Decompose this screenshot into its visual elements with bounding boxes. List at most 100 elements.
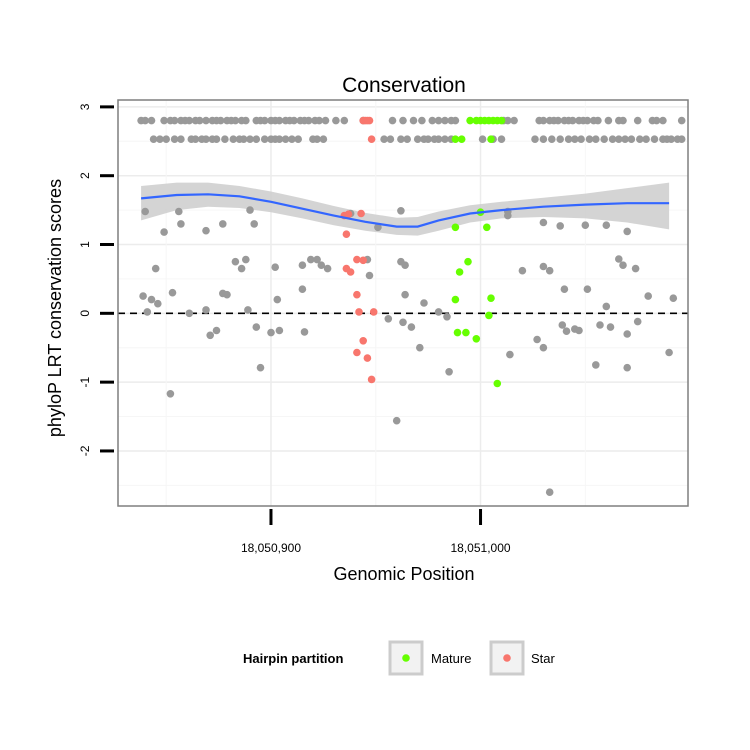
data-point-other	[141, 116, 149, 125]
data-point-mature	[464, 257, 472, 266]
data-point-other	[304, 116, 313, 125]
data-point-other	[321, 116, 330, 125]
data-point-other	[397, 135, 405, 143]
data-point-other	[418, 116, 426, 125]
y-tick-label: -1	[78, 376, 92, 387]
data-point-other	[644, 292, 652, 300]
data-point-other	[223, 290, 231, 299]
data-point-other	[615, 255, 623, 263]
data-point-other	[239, 135, 248, 143]
data-point-other	[244, 306, 252, 314]
confidence-band	[141, 182, 670, 236]
data-point-other	[275, 326, 284, 335]
data-point-other	[281, 135, 290, 143]
data-point-other	[407, 323, 416, 331]
data-point-star	[344, 210, 353, 218]
data-point-other	[585, 135, 594, 143]
y-tick-label: 0	[78, 310, 92, 317]
data-point-other	[313, 135, 321, 143]
data-point-other	[139, 292, 147, 300]
data-point-other	[575, 326, 583, 335]
data-point-other	[413, 135, 422, 143]
data-point-star	[353, 255, 361, 264]
data-point-other	[539, 135, 548, 143]
data-point-other	[160, 228, 168, 236]
data-point-other	[151, 264, 160, 273]
data-point-other	[667, 135, 675, 143]
data-point-other	[451, 116, 460, 125]
data-point-other	[564, 135, 573, 143]
data-point-other	[185, 116, 194, 125]
data-point-other	[556, 135, 564, 143]
data-point-other	[202, 116, 210, 125]
data-point-other	[156, 135, 164, 143]
data-point-star	[342, 230, 351, 238]
data-point-mature	[451, 223, 460, 232]
data-point-other	[424, 135, 432, 143]
plot-panel	[117, 99, 689, 507]
data-point-other	[510, 116, 518, 125]
data-point-other	[332, 116, 340, 125]
confidence-band-area	[141, 182, 670, 236]
x-axis: 18,050,900 18,051,000	[241, 509, 511, 555]
data-point-other	[252, 135, 261, 143]
data-point-other	[307, 255, 315, 264]
data-point-other	[545, 488, 554, 497]
data-point-other	[191, 135, 200, 143]
data-point-other	[615, 135, 623, 143]
panel-border	[117, 99, 689, 507]
data-point-other	[441, 116, 449, 125]
legend: Hairpin partition Mature Star	[243, 640, 556, 676]
data-point-other	[143, 308, 152, 316]
data-point-other	[659, 116, 667, 125]
data-point-other	[340, 116, 349, 125]
legend-label-star: Star	[531, 651, 556, 666]
data-point-other	[154, 299, 162, 308]
x-axis-label: Genomic Position	[333, 564, 474, 584]
data-point-other	[252, 323, 261, 331]
data-point-other	[642, 135, 650, 143]
data-point-other	[539, 218, 548, 227]
y-tick-label: 3	[78, 103, 92, 110]
data-point-other	[323, 264, 332, 273]
data-point-other	[539, 116, 548, 125]
data-point-mature	[493, 379, 502, 388]
y-tick-label: 1	[78, 241, 92, 248]
data-point-mature	[472, 335, 481, 343]
data-point-mature	[487, 294, 495, 303]
data-point-other	[160, 116, 168, 125]
data-point-other	[319, 135, 328, 143]
data-point-other	[271, 263, 280, 272]
data-point-other	[409, 116, 418, 125]
data-point-mature	[483, 223, 491, 232]
data-point-other	[177, 220, 185, 228]
data-point-other	[562, 327, 571, 336]
data-point-other	[246, 135, 254, 143]
data-point-other	[568, 116, 577, 125]
data-point-mature	[457, 135, 466, 143]
data-point-other	[604, 116, 613, 125]
y-tick-label: -2	[78, 445, 92, 456]
legend-title: Hairpin partition	[243, 651, 343, 666]
x-tick-label: 18,050,900	[241, 541, 301, 555]
legend-entry-mature: Mature	[388, 640, 471, 676]
data-point-other	[401, 261, 409, 270]
data-point-other	[665, 348, 673, 357]
data-point-other	[608, 135, 617, 143]
data-point-other	[149, 135, 158, 143]
data-point-other	[594, 116, 602, 125]
data-point-other	[533, 335, 541, 344]
data-point-mature	[497, 116, 506, 125]
data-point-star	[359, 337, 368, 345]
data-point-other	[531, 135, 539, 143]
y-axis: -2 -1 0 1 2 3	[78, 103, 114, 456]
data-point-other	[401, 290, 409, 299]
data-point-other	[592, 361, 600, 369]
data-point-other	[298, 285, 307, 294]
data-point-star	[367, 135, 376, 143]
data-point-other	[623, 363, 631, 372]
data-point-other	[175, 207, 183, 216]
data-point-other	[560, 285, 569, 294]
data-point-star	[353, 290, 361, 299]
